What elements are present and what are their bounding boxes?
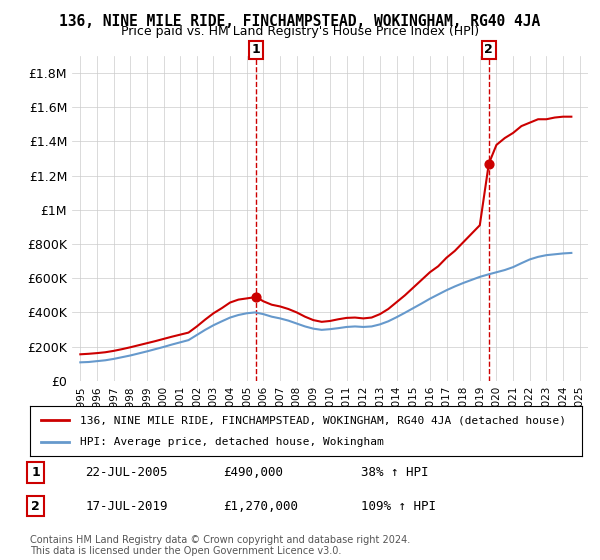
Text: This data is licensed under the Open Government Licence v3.0.: This data is licensed under the Open Gov…	[30, 546, 341, 556]
Text: 38% ↑ HPI: 38% ↑ HPI	[361, 466, 428, 479]
Text: 2: 2	[31, 500, 40, 513]
Text: 2: 2	[484, 43, 493, 56]
Text: £490,000: £490,000	[223, 466, 283, 479]
Text: 136, NINE MILE RIDE, FINCHAMPSTEAD, WOKINGHAM, RG40 4JA (detached house): 136, NINE MILE RIDE, FINCHAMPSTEAD, WOKI…	[80, 415, 566, 425]
Point	[251, 292, 261, 301]
Text: 109% ↑ HPI: 109% ↑ HPI	[361, 500, 436, 513]
Text: 17-JUL-2019: 17-JUL-2019	[85, 500, 168, 513]
Text: HPI: Average price, detached house, Wokingham: HPI: Average price, detached house, Woki…	[80, 437, 383, 447]
Text: 22-JUL-2005: 22-JUL-2005	[85, 466, 168, 479]
Point	[484, 159, 494, 168]
Text: 1: 1	[31, 466, 40, 479]
Text: £1,270,000: £1,270,000	[223, 500, 298, 513]
Text: Price paid vs. HM Land Registry's House Price Index (HPI): Price paid vs. HM Land Registry's House …	[121, 25, 479, 38]
Text: 1: 1	[251, 43, 260, 56]
Text: 136, NINE MILE RIDE, FINCHAMPSTEAD, WOKINGHAM, RG40 4JA: 136, NINE MILE RIDE, FINCHAMPSTEAD, WOKI…	[59, 14, 541, 29]
Text: Contains HM Land Registry data © Crown copyright and database right 2024.: Contains HM Land Registry data © Crown c…	[30, 535, 410, 545]
